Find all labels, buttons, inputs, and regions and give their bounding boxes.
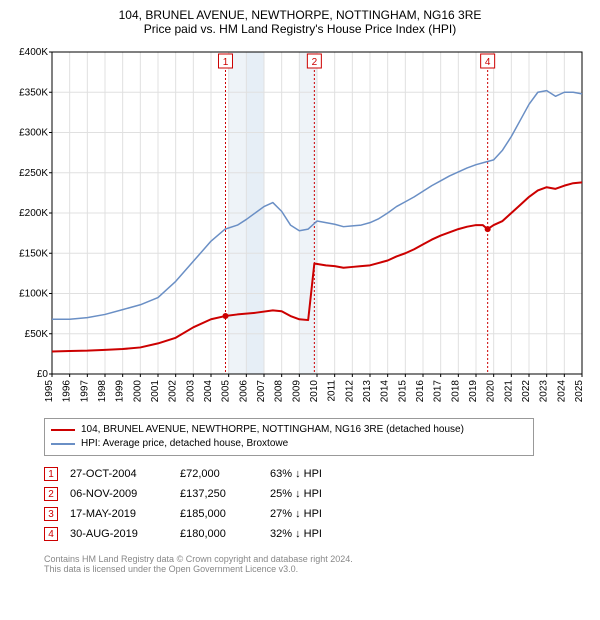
svg-text:2019: 2019 xyxy=(468,380,479,403)
svg-text:£0: £0 xyxy=(37,369,49,380)
legend-row: 104, BRUNEL AVENUE, NEWTHORPE, NOTTINGHA… xyxy=(51,423,527,437)
sale-price: £185,000 xyxy=(180,504,270,524)
price-chart: £0 £50K £100K £150K £200K £250K £300K £350K £400… xyxy=(8,42,592,412)
sale-delta: 25% ↓ HPI xyxy=(270,484,334,504)
table-row: 1 27-OCT-2004£72,00063% ↓ HPI xyxy=(44,464,334,484)
svg-text:1998: 1998 xyxy=(97,380,108,403)
sale-marker-cell: 4 xyxy=(44,524,70,544)
footer-attribution: Contains HM Land Registry data © Crown c… xyxy=(44,554,592,574)
svg-text:2001: 2001 xyxy=(150,380,161,403)
footer-line-1: Contains HM Land Registry data © Crown c… xyxy=(44,554,592,564)
svg-text:2021: 2021 xyxy=(503,380,514,403)
svg-text:2014: 2014 xyxy=(380,380,391,403)
sale-date: 17-MAY-2019 xyxy=(70,504,180,524)
svg-text:2020: 2020 xyxy=(486,380,497,403)
svg-text:2024: 2024 xyxy=(556,380,567,403)
svg-text:2010: 2010 xyxy=(309,380,320,403)
svg-text:2000: 2000 xyxy=(132,380,143,403)
svg-text:£300K: £300K xyxy=(19,128,48,139)
svg-text:2023: 2023 xyxy=(539,380,550,403)
svg-text:2011: 2011 xyxy=(327,380,338,402)
svg-text:2018: 2018 xyxy=(450,380,461,403)
sale-price: £180,000 xyxy=(180,524,270,544)
legend-swatch xyxy=(51,443,75,445)
svg-text:2013: 2013 xyxy=(362,380,373,403)
svg-text:2012: 2012 xyxy=(344,380,355,403)
sale-marker-cell: 3 xyxy=(44,504,70,524)
sale-marker-icon: 1 xyxy=(44,467,58,481)
svg-text:2016: 2016 xyxy=(415,380,426,403)
sale-marker-cell: 2 xyxy=(44,484,70,504)
table-row: 4 30-AUG-2019£180,00032% ↓ HPI xyxy=(44,524,334,544)
legend-row: HPI: Average price, detached house, Brox… xyxy=(51,437,527,451)
sale-marker-cell: 1 xyxy=(44,464,70,484)
sale-delta: 27% ↓ HPI xyxy=(270,504,334,524)
svg-text:2007: 2007 xyxy=(256,380,267,403)
svg-text:1: 1 xyxy=(223,57,229,68)
title-block: 104, BRUNEL AVENUE, NEWTHORPE, NOTTINGHA… xyxy=(8,8,592,36)
legend-swatch xyxy=(51,429,75,431)
svg-text:2005: 2005 xyxy=(221,380,232,403)
sale-marker-icon: 2 xyxy=(44,487,58,501)
svg-text:1999: 1999 xyxy=(115,380,126,403)
sale-delta: 63% ↓ HPI xyxy=(270,464,334,484)
chart-container: £0 £50K £100K £150K £200K £250K £300K £350K £400… xyxy=(8,42,592,412)
sale-marker-icon: 3 xyxy=(44,507,58,521)
svg-text:4: 4 xyxy=(485,57,491,68)
legend-label: 104, BRUNEL AVENUE, NEWTHORPE, NOTTINGHA… xyxy=(81,423,464,437)
svg-text:£150K: £150K xyxy=(19,248,48,259)
sale-date: 30-AUG-2019 xyxy=(70,524,180,544)
table-row: 2 06-NOV-2009£137,25025% ↓ HPI xyxy=(44,484,334,504)
svg-text:2008: 2008 xyxy=(274,380,285,403)
svg-text:1995: 1995 xyxy=(44,380,55,403)
table-row: 3 17-MAY-2019£185,00027% ↓ HPI xyxy=(44,504,334,524)
svg-text:2002: 2002 xyxy=(168,380,179,403)
chart-title: 104, BRUNEL AVENUE, NEWTHORPE, NOTTINGHA… xyxy=(8,8,592,22)
svg-text:2022: 2022 xyxy=(521,380,532,403)
svg-text:2009: 2009 xyxy=(291,380,302,403)
svg-text:2006: 2006 xyxy=(238,380,249,403)
sale-marker-icon: 4 xyxy=(44,527,58,541)
sale-date: 27-OCT-2004 xyxy=(70,464,180,484)
svg-text:1997: 1997 xyxy=(79,380,90,403)
footer-line-2: This data is licensed under the Open Gov… xyxy=(44,564,592,574)
sale-price: £72,000 xyxy=(180,464,270,484)
svg-text:£400K: £400K xyxy=(19,47,48,58)
svg-text:2003: 2003 xyxy=(185,380,196,403)
svg-text:£200K: £200K xyxy=(19,208,48,219)
svg-text:2004: 2004 xyxy=(203,380,214,403)
svg-text:2015: 2015 xyxy=(397,380,408,403)
chart-subtitle: Price paid vs. HM Land Registry's House … xyxy=(8,22,592,36)
svg-text:2025: 2025 xyxy=(574,380,585,403)
sales-table: 1 27-OCT-2004£72,00063% ↓ HPI 2 06-NOV-2009… xyxy=(44,464,334,544)
svg-text:£250K: £250K xyxy=(19,168,48,179)
sale-delta: 32% ↓ HPI xyxy=(270,524,334,544)
svg-text:£50K: £50K xyxy=(25,329,49,340)
legend: 104, BRUNEL AVENUE, NEWTHORPE, NOTTINGHA… xyxy=(44,418,534,456)
svg-text:1996: 1996 xyxy=(62,380,73,403)
svg-text:£350K: £350K xyxy=(19,87,48,98)
legend-label: HPI: Average price, detached house, Brox… xyxy=(81,437,288,451)
sale-date: 06-NOV-2009 xyxy=(70,484,180,504)
svg-text:2017: 2017 xyxy=(433,380,444,403)
sale-price: £137,250 xyxy=(180,484,270,504)
svg-text:£100K: £100K xyxy=(19,289,48,300)
svg-text:2: 2 xyxy=(312,57,318,68)
